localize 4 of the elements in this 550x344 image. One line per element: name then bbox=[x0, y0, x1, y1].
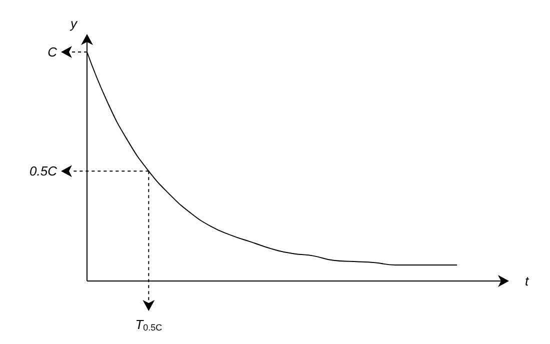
x-axis-title: t bbox=[525, 274, 530, 288]
text: 0.5C bbox=[30, 164, 58, 179]
text: C bbox=[48, 44, 58, 60]
y-axis-title: y bbox=[70, 16, 78, 31]
